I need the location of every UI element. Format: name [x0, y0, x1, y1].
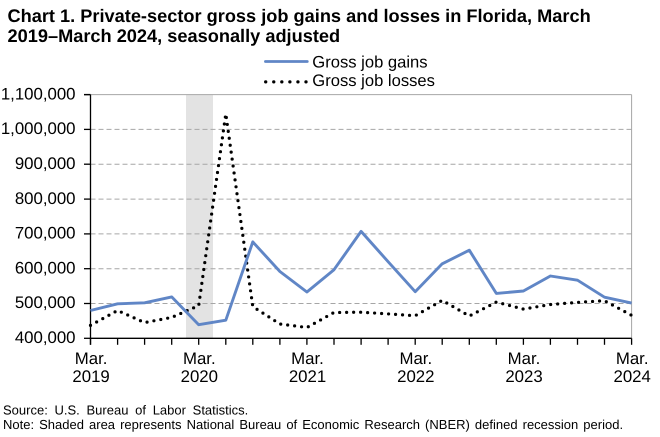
svg-text:Chart 1. Private-sector gross: Chart 1. Private-sector gross job gains … [8, 6, 591, 26]
svg-text:Mar.: Mar. [508, 349, 541, 368]
svg-text:Mar.: Mar. [399, 349, 432, 368]
svg-text:Mar.: Mar. [616, 349, 649, 368]
svg-text:400,000: 400,000 [15, 328, 76, 347]
svg-text:2019: 2019 [72, 367, 109, 386]
svg-text:Gross job gains: Gross job gains [312, 52, 427, 71]
svg-text:Source: U.S. Bureau of Labor S: Source: U.S. Bureau of Labor Statistics. [3, 403, 248, 418]
svg-text:1,000,000: 1,000,000 [1, 119, 76, 138]
svg-text:2022: 2022 [397, 367, 434, 386]
svg-text:Mar.: Mar. [291, 349, 324, 368]
svg-text:2019–March 2024, seasonally ad: 2019–March 2024, seasonally adjusted [8, 26, 341, 46]
svg-text:2020: 2020 [181, 367, 218, 386]
svg-text:Note: Shaded area represents N: Note: Shaded area represents National Bu… [3, 417, 623, 432]
svg-text:600,000: 600,000 [15, 258, 76, 277]
svg-text:2023: 2023 [505, 367, 542, 386]
svg-text:Gross job losses: Gross job losses [312, 71, 435, 90]
svg-text:500,000: 500,000 [15, 293, 76, 312]
svg-text:700,000: 700,000 [15, 224, 76, 243]
svg-text:900,000: 900,000 [15, 154, 76, 173]
svg-text:2024: 2024 [614, 367, 651, 386]
svg-text:1,100,000: 1,100,000 [1, 84, 76, 103]
svg-text:Mar.: Mar. [183, 349, 216, 368]
svg-text:800,000: 800,000 [15, 189, 76, 208]
svg-text:2021: 2021 [289, 367, 326, 386]
svg-text:Mar.: Mar. [75, 349, 108, 368]
